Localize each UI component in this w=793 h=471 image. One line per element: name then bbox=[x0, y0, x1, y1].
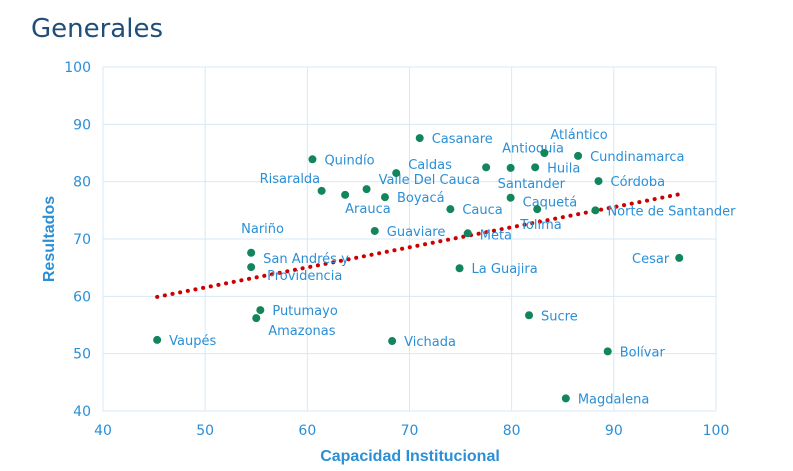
point-label: Meta bbox=[480, 228, 512, 243]
y-tick-label: 80 bbox=[73, 175, 91, 191]
data-point bbox=[256, 306, 265, 315]
point-label: Cesar bbox=[632, 252, 670, 267]
x-tick-label: 70 bbox=[401, 423, 419, 439]
data-point bbox=[388, 337, 397, 346]
point-label: Sucre bbox=[541, 309, 578, 324]
data-point bbox=[506, 193, 515, 202]
point-label: Cauca bbox=[462, 203, 502, 218]
data-point bbox=[675, 253, 684, 262]
x-tick-label: 40 bbox=[94, 423, 112, 439]
point-label: Arauca bbox=[345, 202, 391, 217]
point-label: Córdoba bbox=[611, 175, 666, 190]
data-point bbox=[446, 205, 455, 214]
data-point bbox=[482, 163, 491, 172]
data-point bbox=[308, 155, 317, 164]
y-axis-label: Resultados bbox=[41, 196, 58, 282]
point-label: Santander bbox=[498, 177, 566, 192]
data-point bbox=[415, 134, 424, 143]
point-label: Tolima bbox=[519, 218, 562, 233]
point-label: La Guajira bbox=[472, 262, 538, 277]
point-label: Boyacá bbox=[397, 191, 445, 206]
point-label: Atlántico bbox=[550, 128, 607, 143]
data-point bbox=[561, 394, 570, 403]
point-label: Putumayo bbox=[272, 304, 338, 319]
data-point bbox=[247, 263, 256, 272]
chart-title: Generales bbox=[31, 14, 164, 44]
data-point bbox=[380, 193, 389, 202]
point-label: Amazonas bbox=[268, 324, 336, 339]
point-label: Magdalena bbox=[578, 392, 649, 407]
data-point bbox=[370, 226, 379, 235]
point-label: Guaviare bbox=[387, 225, 446, 240]
y-tick-label: 50 bbox=[73, 347, 91, 363]
y-tick-label: 100 bbox=[64, 60, 91, 76]
x-axis-label: Capacidad Institucional bbox=[320, 448, 500, 465]
point-label: Caldas bbox=[408, 158, 452, 173]
point-label: Nariño bbox=[241, 222, 284, 237]
data-point bbox=[540, 149, 549, 157]
data-point bbox=[153, 335, 162, 344]
trendline bbox=[155, 192, 682, 299]
x-tick-label: 60 bbox=[298, 423, 316, 439]
data-point bbox=[531, 163, 540, 172]
point-label: Huila bbox=[547, 161, 580, 176]
point-label: San Andrés y bbox=[263, 252, 349, 267]
x-tick-label: 80 bbox=[503, 423, 521, 439]
x-tick-label: 100 bbox=[703, 423, 730, 439]
y-tick-label: 40 bbox=[73, 404, 91, 420]
point-label-cont: Providencia bbox=[267, 269, 342, 284]
point-label: Bolívar bbox=[620, 345, 666, 360]
data-point bbox=[341, 190, 350, 199]
data-point bbox=[533, 205, 542, 214]
point-label: Quindío bbox=[324, 153, 374, 168]
point-label: Risaralda bbox=[260, 172, 321, 187]
y-tick-label: 60 bbox=[73, 289, 91, 305]
point-label: Vaupés bbox=[169, 334, 216, 349]
point-label: Valle Del Cauca bbox=[379, 173, 480, 188]
point-label: Vichada bbox=[404, 335, 456, 350]
data-point bbox=[603, 347, 612, 356]
data-point bbox=[525, 311, 534, 320]
data-point bbox=[594, 177, 603, 186]
y-tick-label: 90 bbox=[73, 117, 91, 133]
x-tick-label: 50 bbox=[196, 423, 214, 439]
data-point bbox=[362, 185, 371, 194]
data-point bbox=[247, 248, 256, 257]
point-label: Antioquia bbox=[502, 141, 564, 156]
data-point bbox=[455, 264, 464, 273]
data-point bbox=[252, 314, 261, 323]
point-label: Caquetá bbox=[523, 196, 578, 211]
data-point bbox=[574, 151, 583, 160]
point-label: Cundinamarca bbox=[590, 150, 684, 165]
data-point bbox=[317, 186, 326, 195]
data-point bbox=[591, 206, 600, 215]
x-tick-label: 90 bbox=[605, 423, 623, 439]
y-tick-label: 70 bbox=[73, 232, 91, 248]
data-point bbox=[506, 163, 515, 172]
data-point bbox=[463, 229, 472, 238]
data-point bbox=[392, 169, 401, 178]
point-label: Norte de Santander bbox=[607, 204, 736, 219]
point-label: Casanare bbox=[432, 132, 493, 147]
